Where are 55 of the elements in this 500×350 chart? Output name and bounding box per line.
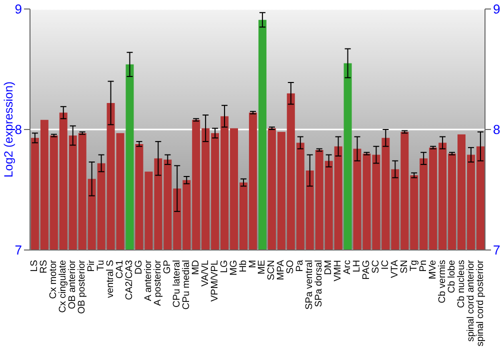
- x-tick-label: M: [247, 260, 258, 268]
- x-tick-label: SCN: [266, 260, 278, 280]
- x-tick-label: CA1: [114, 260, 126, 279]
- x-tick-label: OB anterior: [67, 259, 78, 310]
- x-tick-label: Tg: [408, 260, 420, 272]
- y2-tick-label: 8: [493, 122, 500, 138]
- x-tick-label: Pa: [294, 259, 306, 272]
- x-tick-label: MPA: [276, 259, 287, 280]
- x-tick-label: LS: [29, 260, 40, 272]
- x-tick-label: Hb: [238, 260, 249, 272]
- x-tick-label: PAG: [361, 260, 372, 280]
- x-tick-label: Pn: [418, 260, 429, 272]
- x-tick-label: MG: [228, 260, 240, 276]
- x-tick-label: SPa ventral: [304, 260, 316, 310]
- x-tick-label: SN: [398, 260, 410, 274]
- x-tick-label: GP: [162, 260, 173, 274]
- y-axis-title: Log2 (expression): [1, 81, 16, 178]
- x-tick-label: DM: [323, 260, 334, 275]
- x-tick-label: MD: [190, 260, 202, 275]
- x-tick-label: VMH: [332, 260, 344, 282]
- x-tick-label: Arc: [342, 260, 354, 274]
- x-tick-label: ME: [256, 260, 268, 274]
- y2-tick-label: 7: [493, 242, 500, 258]
- x-tick-label: OB posterior: [76, 259, 88, 314]
- x-tick-label: VTA: [389, 259, 400, 278]
- x-tick-label: Cx motor: [48, 259, 60, 299]
- x-tick-label: RS: [38, 260, 50, 274]
- x-tick-label: Cb nucleus: [456, 260, 467, 308]
- x-tick-label: spinal cord posterior: [474, 259, 486, 346]
- x-tick-label: SO: [285, 260, 296, 274]
- x-tick-label: VA/VL: [200, 259, 211, 286]
- x-tick-label: LG: [218, 260, 230, 273]
- x-tick-label: Pir: [86, 259, 98, 272]
- x-tick-label: SC: [370, 260, 382, 274]
- x-tick-label: CPu medial: [180, 260, 192, 310]
- x-tick-label: IC: [380, 260, 391, 270]
- x-tick-label: CA2/CA3: [124, 260, 136, 300]
- x-tick-label: Cb lobe: [446, 260, 458, 294]
- x-tick-label: LH: [352, 260, 363, 272]
- x-tick-label: Cb vermis: [436, 260, 448, 304]
- y2-tick-label: 9: [493, 2, 500, 17]
- y-tick-label: 8: [14, 122, 22, 138]
- x-tick-label: A anterior: [142, 259, 154, 302]
- x-tick-label: CPu lateral: [171, 260, 182, 308]
- x-tick-label: A posterior: [152, 259, 164, 306]
- y-tick-label: 9: [14, 2, 22, 17]
- x-tick-label: SPa dorsal: [314, 260, 325, 307]
- x-tick-label: DG: [134, 260, 145, 274]
- x-tick-label: Tu: [96, 260, 107, 271]
- x-tick-label: MVe: [427, 260, 438, 280]
- y-tick-label: 7: [14, 242, 22, 258]
- x-tick-label: VPM/VPL: [209, 259, 220, 302]
- x-tick-label: spinal cord anterior: [465, 259, 476, 342]
- x-tick-label: Cx cingulate: [58, 260, 69, 313]
- x-tick-label: ventral S: [105, 260, 116, 298]
